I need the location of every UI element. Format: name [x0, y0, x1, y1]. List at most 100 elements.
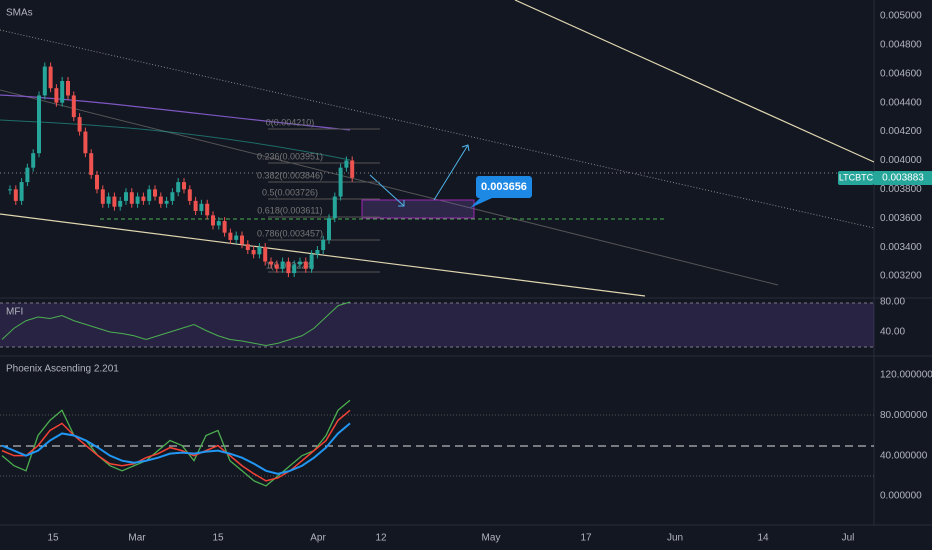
candle [176, 182, 181, 193]
candle [257, 247, 262, 255]
fib-label: 0(0.004210) [266, 117, 315, 127]
candle [286, 261, 291, 274]
candle [315, 250, 320, 255]
candle [100, 189, 105, 204]
candle [228, 232, 233, 240]
candle [350, 160, 355, 178]
candle [60, 81, 65, 103]
candle [182, 182, 186, 190]
candle [245, 244, 250, 250]
candle [193, 200, 198, 211]
price-axis-label: 0.003200 [880, 271, 922, 282]
target-box [361, 199, 475, 219]
candle [205, 203, 210, 216]
phoenix-axis-label: 0.000000 [880, 491, 922, 502]
candle [25, 167, 30, 183]
phoenix-line [1, 422, 351, 475]
candle [327, 218, 331, 240]
candle [240, 235, 244, 245]
candle [83, 131, 88, 154]
candle [66, 81, 70, 96]
price-axis-label: 0.003400 [880, 242, 922, 253]
candle [274, 264, 279, 269]
candle [106, 196, 111, 204]
candle [54, 88, 59, 103]
candle [118, 200, 123, 207]
candle [321, 239, 326, 250]
time-axis-label: 15 [212, 533, 224, 544]
target-callout [476, 176, 532, 198]
candle [31, 153, 36, 168]
phoenix-axis-label: 80.000000 [880, 410, 928, 421]
candle [222, 221, 227, 233]
candle [42, 66, 47, 96]
time-axis-label: Jul [842, 533, 855, 544]
price-axis-label: 0.005000 [880, 11, 922, 22]
price-axis-label: 0.003800 [880, 184, 922, 195]
mfi-axis-label: 80.00 [880, 297, 905, 308]
fib-label: 0.382(0.003846) [257, 170, 323, 180]
candle [216, 221, 221, 226]
price-axis-label: 0.003600 [880, 213, 922, 224]
trend-line [0, 89, 779, 286]
candle [292, 264, 297, 274]
price-axis-label: 0.004200 [880, 126, 922, 137]
fib-label: 0.786(0.003457) [257, 228, 323, 238]
candle [8, 189, 12, 191]
arrow [433, 144, 470, 201]
candle [89, 153, 94, 175]
panel-label: SMAs [6, 8, 33, 19]
candle [141, 196, 146, 201]
candle [187, 189, 192, 201]
time-axis-label: 12 [375, 533, 387, 544]
candle [153, 189, 157, 197]
last-price: 0.003883 [882, 173, 924, 184]
time-axis-label: Apr [310, 533, 326, 544]
candle [338, 167, 343, 197]
candle [135, 196, 140, 204]
arrow [369, 174, 405, 207]
candle [147, 189, 152, 201]
candle [77, 117, 82, 132]
candle [170, 192, 175, 201]
price-axis-label: 0.004400 [880, 97, 922, 108]
candle [298, 261, 302, 265]
panel-label: Phoenix Ascending 2.201 [6, 364, 119, 375]
candle [71, 95, 76, 118]
candle [112, 196, 117, 207]
candle [95, 174, 99, 190]
candle [269, 261, 273, 265]
phoenix-line [1, 399, 351, 487]
time-axis-label: 14 [757, 533, 769, 544]
candle [37, 95, 41, 154]
candle [332, 196, 337, 219]
candle [164, 200, 169, 204]
candle [19, 182, 24, 201]
time-axis-label: Jun [667, 533, 683, 544]
time-axis-label: May [482, 533, 501, 544]
fib-label: 0.5(0.003726) [262, 187, 318, 197]
time-axis-label: 17 [580, 533, 592, 544]
symbol: LTCBTC [839, 172, 874, 182]
candle [303, 261, 308, 269]
mfi-band [0, 303, 874, 347]
trend-line [514, 0, 875, 163]
callout-pointer [470, 198, 492, 208]
candle [211, 215, 215, 226]
candle [309, 254, 314, 269]
trend-line [0, 213, 646, 297]
time-axis-label: Mar [128, 533, 146, 544]
price-axis-label: 0.004800 [880, 40, 922, 51]
phoenix-axis-label: 120.000000 [880, 370, 932, 381]
mfi-line [1, 301, 351, 347]
price-tag [874, 171, 932, 185]
candle [251, 250, 256, 255]
candle [48, 66, 53, 89]
mfi-axis-label: 40.00 [880, 327, 905, 338]
candle [158, 196, 163, 204]
candle [199, 203, 204, 211]
panel-label: MFI [6, 307, 23, 318]
phoenix-axis-label: 40.000000 [880, 450, 928, 461]
